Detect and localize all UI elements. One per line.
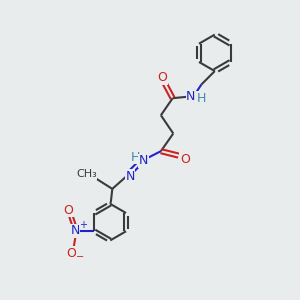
Text: N: N (139, 154, 148, 167)
Text: O: O (180, 153, 190, 166)
Text: +: + (79, 220, 87, 230)
Text: N: N (125, 170, 135, 183)
Text: CH₃: CH₃ (76, 169, 97, 179)
Text: −: − (76, 252, 84, 262)
Text: H: H (197, 92, 206, 105)
Text: N: N (70, 224, 80, 237)
Text: O: O (67, 247, 76, 260)
Text: O: O (63, 204, 73, 217)
Text: H: H (130, 151, 140, 164)
Text: O: O (157, 71, 167, 84)
Text: N: N (186, 90, 196, 103)
